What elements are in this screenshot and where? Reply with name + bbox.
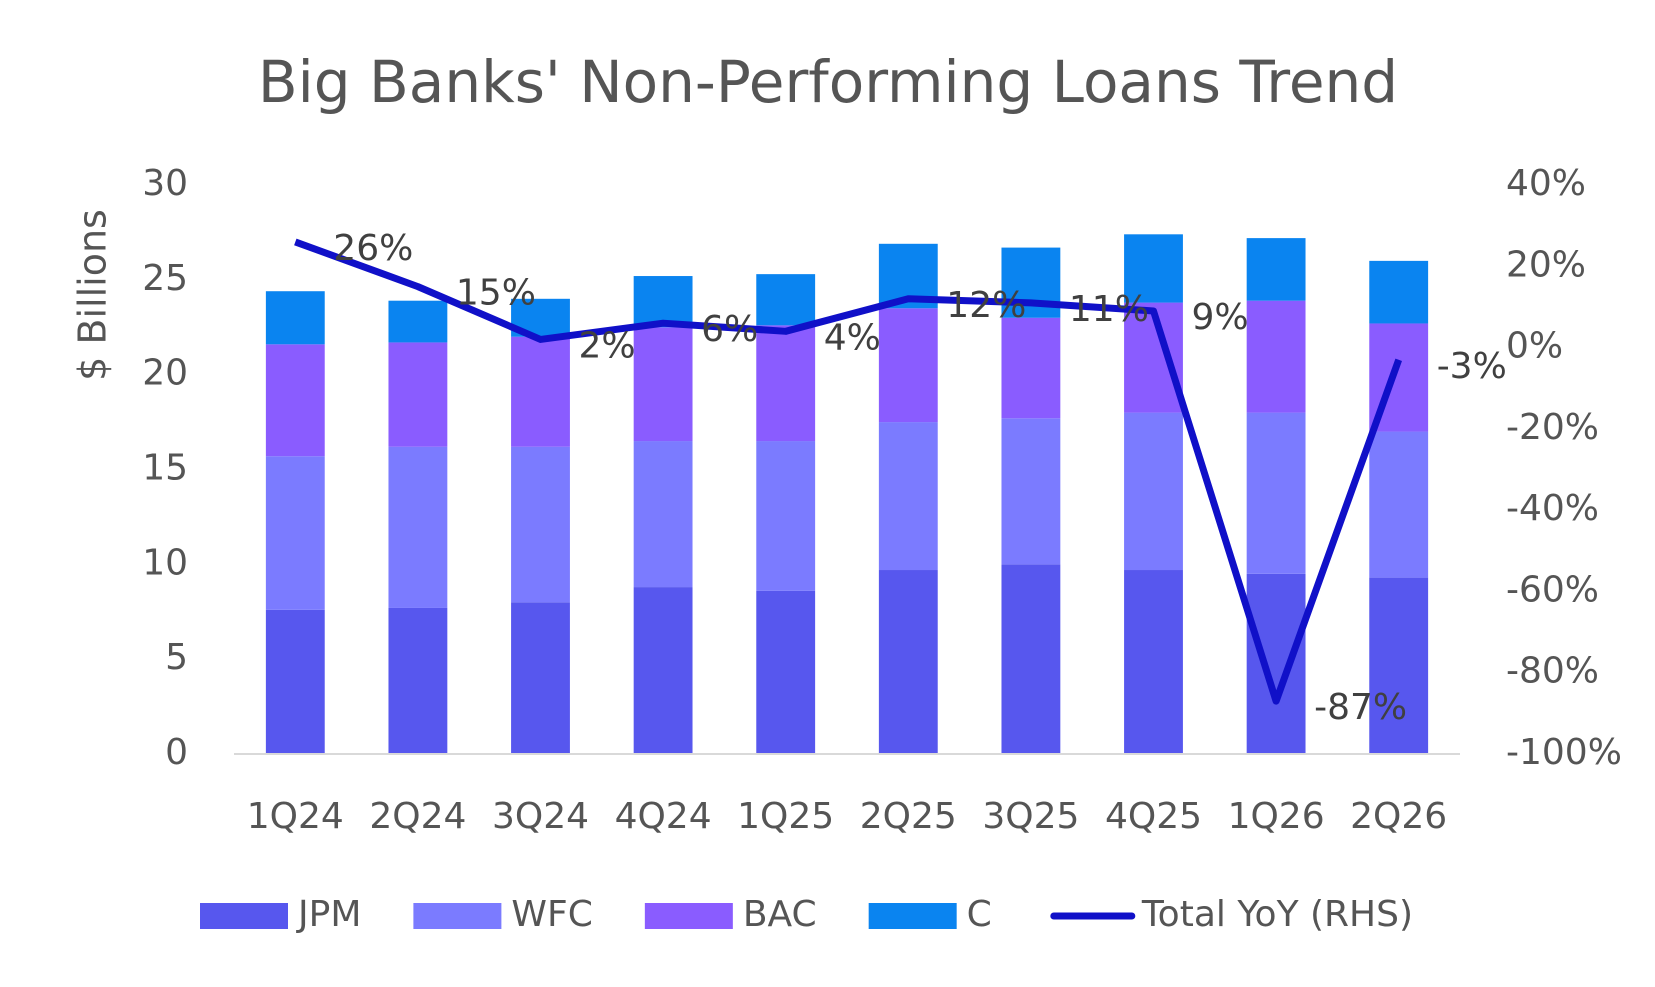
data-label: 2% — [579, 325, 636, 366]
bar-segment — [1001, 317, 1061, 419]
y-tick-label: 15 — [142, 448, 188, 489]
bar-segment — [878, 308, 938, 423]
y-axis-label: $ Billions — [71, 209, 115, 381]
data-label: 15% — [456, 273, 536, 314]
bar-segment — [756, 274, 816, 326]
legend-swatch — [200, 903, 288, 929]
legend-label: BAC — [743, 894, 817, 935]
y2-tick-label: -80% — [1506, 651, 1599, 692]
bar-segment — [1001, 418, 1061, 565]
x-tick-label: 2Q25 — [860, 796, 957, 837]
bar-segment — [1001, 564, 1061, 754]
bar-segment — [511, 336, 570, 447]
y-tick-label: 20 — [142, 353, 188, 394]
x-tick-label: 4Q24 — [615, 796, 712, 837]
legend-swatch — [868, 903, 957, 929]
x-tick-label: 1Q26 — [1228, 796, 1325, 837]
legend-label: WFC — [511, 894, 592, 935]
bar-segment — [265, 609, 325, 754]
bar-segment — [1369, 260, 1429, 324]
data-label: 6% — [701, 309, 758, 350]
bar-segment — [1369, 577, 1429, 754]
y-tick-label: 10 — [142, 542, 188, 583]
bar-segment — [878, 570, 938, 754]
data-label: 4% — [824, 317, 881, 358]
x-tick-label: 2Q24 — [369, 796, 466, 837]
bar-segment — [1124, 234, 1183, 303]
legend-label: C — [967, 894, 992, 935]
x-tick-label: 2Q26 — [1350, 796, 1447, 837]
bar-segment — [633, 276, 693, 328]
y2-tick-label: -100% — [1506, 732, 1622, 773]
data-label: 9% — [1192, 297, 1249, 338]
bar-segment — [1246, 573, 1306, 754]
bar-segment — [1246, 300, 1306, 413]
bar-segment — [265, 344, 325, 457]
x-tick-label: 1Q25 — [737, 796, 834, 837]
bar-segment — [1124, 570, 1183, 754]
bar-segment — [756, 441, 816, 591]
legend-label: Total YoY (RHS) — [1141, 894, 1413, 935]
y2-tick-label: 0% — [1506, 326, 1563, 367]
y-tick-label: 0 — [165, 732, 188, 773]
x-tick-label: 4Q25 — [1105, 796, 1202, 837]
bar-segment — [511, 602, 570, 754]
bar-segment — [1246, 412, 1306, 574]
line-series — [294, 238, 1402, 705]
y2-tick-label: -60% — [1506, 569, 1599, 610]
bar-segment — [511, 446, 570, 603]
legend-swatch — [644, 903, 733, 929]
y-tick-label: 25 — [142, 258, 188, 299]
chart-title: Big Banks' Non-Performing Loans Trend — [258, 48, 1398, 116]
bar-segment — [1369, 431, 1429, 578]
bar-segment — [388, 300, 448, 343]
data-label: 26% — [333, 228, 413, 269]
legend-label: JPM — [296, 894, 361, 935]
data-label: -87% — [1314, 687, 1407, 728]
y2-tick-label: 20% — [1506, 244, 1586, 285]
bar-segment — [1246, 238, 1306, 301]
data-label: -3% — [1437, 346, 1507, 387]
bar-segment — [388, 607, 448, 754]
x-tick-label: 1Q24 — [247, 796, 344, 837]
y2-tick-label: 40% — [1506, 163, 1586, 204]
x-tick-label: 3Q25 — [982, 796, 1079, 837]
y-tick-label: 5 — [165, 637, 188, 678]
data-label: 11% — [1069, 289, 1149, 330]
bar-segment — [633, 327, 693, 442]
bar-segment — [633, 587, 693, 754]
bar-segment — [756, 325, 816, 442]
bar-segment — [388, 342, 448, 447]
y-tick-label: 30 — [142, 163, 188, 204]
bar-segment — [265, 291, 325, 345]
bar-segment — [633, 441, 693, 588]
y2-tick-label: -20% — [1506, 407, 1599, 448]
y2-tick-label: -40% — [1506, 488, 1599, 529]
legend-swatch — [413, 903, 502, 929]
bar-segment — [388, 446, 448, 608]
bar-segment — [1124, 412, 1183, 571]
data-label: 12% — [946, 285, 1026, 326]
x-tick-label: 3Q24 — [492, 796, 589, 837]
bar-segment — [878, 422, 938, 571]
bar-segment — [756, 590, 816, 754]
bar-segment — [265, 456, 325, 610]
